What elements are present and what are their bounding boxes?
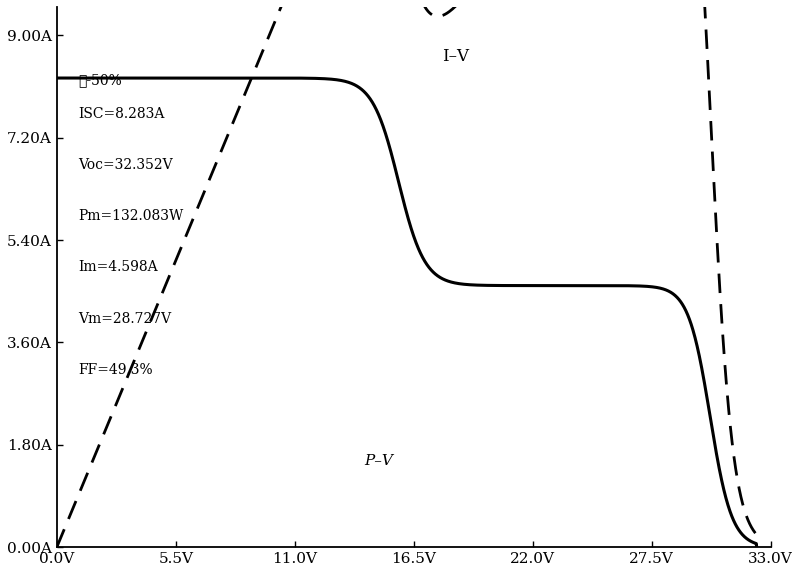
Text: P–V: P–V [364,454,393,468]
Text: FF=49.3%: FF=49.3% [78,363,153,376]
Text: 极値点1: 极値点1 [0,572,1,573]
Text: Pm=132.083W: Pm=132.083W [78,209,184,223]
Text: 极値点2: 极値点2 [0,572,1,573]
Text: Vm=28.727V: Vm=28.727V [78,312,171,325]
Text: 藏-50%: 藏-50% [78,73,122,87]
Text: Im=4.598A: Im=4.598A [78,260,158,274]
Text: ISC=8.283A: ISC=8.283A [78,107,165,121]
Text: Voc=32.352V: Voc=32.352V [78,158,173,172]
Text: I–V: I–V [442,48,469,65]
